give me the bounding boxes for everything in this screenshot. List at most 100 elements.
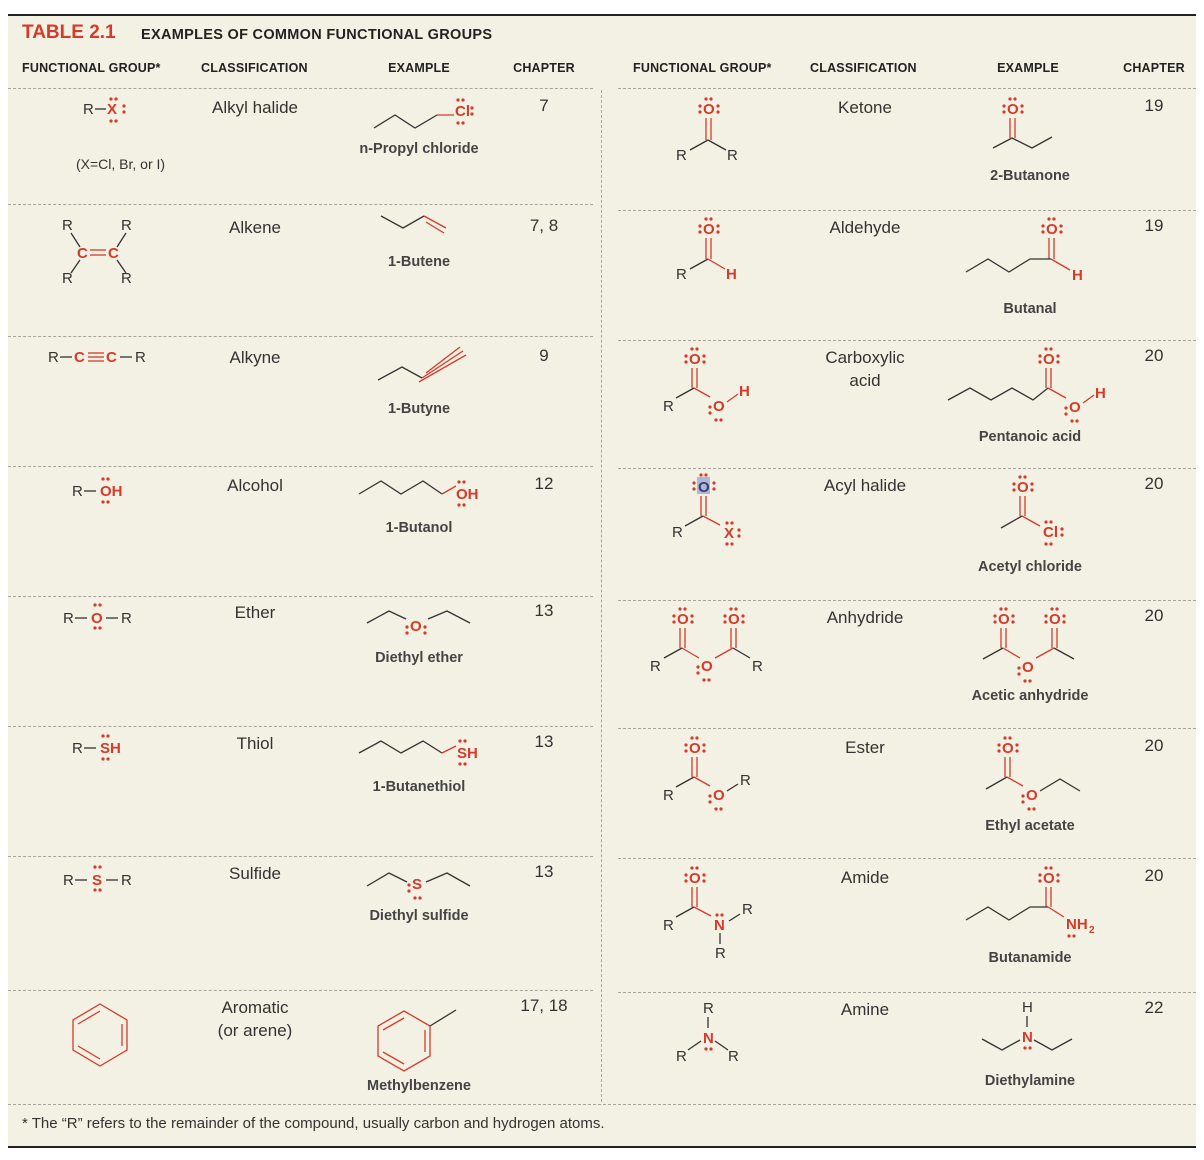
- left-classification: Alkyne: [229, 348, 281, 367]
- svg-text:O: O: [1069, 399, 1081, 416]
- svg-text:H: H: [1022, 999, 1033, 1016]
- left-row-rule: [8, 204, 593, 205]
- table-title: EXAMPLES OF COMMON FUNCTIONAL GROUPS: [141, 27, 493, 43]
- left-classification: Alkyl halide: [212, 98, 298, 117]
- propyl-chloride-structure: Cl: [373, 98, 474, 129]
- left-row-rule: [8, 726, 593, 727]
- butanethiol-structure: SH: [358, 739, 478, 766]
- svg-text:R: R: [135, 349, 146, 366]
- right-chapter-number: 22: [1144, 998, 1164, 1017]
- acetic-anhydride-structure: O O O: [982, 607, 1075, 683]
- ethyl-acetate-structure: O O: [985, 736, 1081, 811]
- svg-text:O: O: [703, 101, 715, 118]
- aromatic-structure: [72, 1003, 128, 1067]
- header-classification-left: CLASSIFICATION: [201, 61, 308, 75]
- left-example-name: Diethyl ether: [375, 650, 463, 666]
- thiol-structure: R SH: [72, 734, 121, 761]
- svg-text:R: R: [752, 658, 763, 675]
- right-chapter-number: 20: [1144, 346, 1164, 365]
- center-divider: [601, 90, 602, 1102]
- header-example-left: EXAMPLE: [388, 61, 450, 75]
- svg-text:OH: OH: [100, 483, 123, 500]
- right-classification: Amide: [840, 868, 890, 887]
- left-example-name: Methylbenzene: [367, 1078, 471, 1094]
- right-example-name: Butanal: [1003, 301, 1057, 317]
- left-row-rule: [8, 466, 593, 467]
- svg-text:O: O: [1022, 659, 1034, 676]
- left-row-rule: [8, 856, 593, 857]
- svg-text:R: R: [650, 658, 661, 675]
- left-chapter-number: 13: [534, 862, 554, 881]
- header-classification-right: CLASSIFICATION: [810, 61, 917, 75]
- svg-text:R: R: [62, 217, 73, 234]
- left-classification: Thiol: [236, 734, 274, 753]
- left-classification: Aromatic (or arene): [217, 998, 293, 1040]
- svg-text:O: O: [410, 618, 422, 635]
- right-chapter-number: 19: [1144, 96, 1164, 115]
- svg-text:O: O: [689, 870, 701, 887]
- diethylamine-structure: H N: [981, 999, 1073, 1051]
- svg-text:R: R: [740, 772, 751, 789]
- svg-text:O: O: [1046, 221, 1058, 238]
- right-chapter-number: 20: [1144, 866, 1164, 885]
- svg-text:R: R: [121, 872, 132, 889]
- left-chapter-number: 7: [539, 96, 549, 115]
- right-classification: Ester: [845, 738, 885, 757]
- right-row-rule: [618, 210, 1196, 211]
- svg-text:O: O: [1043, 351, 1055, 368]
- header-chapter-right: CHAPTER: [1123, 61, 1185, 75]
- left-row-rule: [8, 336, 593, 337]
- svg-text:R: R: [676, 1048, 687, 1065]
- svg-text:O: O: [677, 611, 689, 628]
- left-example-name: n-Propyl chloride: [359, 141, 479, 157]
- svg-text:R: R: [62, 270, 73, 287]
- alkyne-structure: R C C R: [48, 349, 146, 366]
- svg-text:X: X: [724, 525, 734, 542]
- left-chapter-number: 13: [534, 601, 554, 620]
- right-example-name: 2-Butanone: [990, 168, 1070, 184]
- right-example-name: Pentanoic acid: [978, 429, 1082, 445]
- svg-text:SH: SH: [457, 745, 478, 762]
- svg-text:O: O: [713, 398, 725, 415]
- amine-structure: R N R R: [676, 1000, 739, 1065]
- svg-text:R: R: [715, 945, 726, 962]
- svg-text:O: O: [713, 787, 725, 804]
- right-classification: Acyl halide: [823, 476, 907, 495]
- left-chapter-number: 12: [534, 474, 554, 493]
- footer-rule: [8, 1104, 1196, 1105]
- right-classification: Aldehyde: [829, 218, 901, 237]
- svg-text:O: O: [91, 610, 103, 627]
- acetyl-chloride-structure: O Cl: [1000, 475, 1064, 546]
- svg-text:S: S: [92, 872, 102, 889]
- svg-text:O: O: [698, 479, 710, 496]
- svg-text:O: O: [701, 658, 713, 675]
- alkene-structure: R R R R C C: [62, 217, 132, 287]
- diethyl-sulfide-structure: S: [366, 872, 471, 900]
- svg-text:O: O: [1049, 611, 1061, 628]
- svg-text:C: C: [106, 349, 117, 366]
- svg-text:N: N: [703, 1030, 714, 1047]
- right-chapter-number: 20: [1144, 474, 1164, 493]
- svg-text:R: R: [63, 610, 74, 627]
- anhydride-structure: O O O R R: [650, 607, 763, 682]
- svg-text:R: R: [728, 1048, 739, 1065]
- svg-text:R: R: [676, 147, 687, 164]
- left-chapter-number: 13: [534, 732, 554, 751]
- aldehyde-structure: O R H: [676, 217, 737, 283]
- right-example-name: Diethylamine: [984, 1073, 1076, 1089]
- functional-groups-table: TABLE 2.1 EXAMPLES OF COMMON FUNCTIONAL …: [8, 14, 1196, 1148]
- left-chapter-number: 7, 8: [529, 216, 559, 235]
- svg-text:2: 2: [1089, 925, 1095, 936]
- butanamide-structure: O NH 2: [965, 866, 1095, 938]
- svg-text:R: R: [663, 917, 674, 934]
- svg-text:SH: SH: [100, 740, 121, 757]
- svg-text:O: O: [1043, 870, 1055, 887]
- right-row-rule: [618, 728, 1196, 729]
- svg-text:R: R: [676, 266, 687, 283]
- svg-text:NH: NH: [1066, 916, 1088, 933]
- svg-text:O: O: [1002, 740, 1014, 757]
- butanol-structure: OH: [358, 480, 479, 507]
- svg-text:R: R: [63, 872, 74, 889]
- svg-text:C: C: [74, 349, 85, 366]
- svg-text:R: R: [121, 610, 132, 627]
